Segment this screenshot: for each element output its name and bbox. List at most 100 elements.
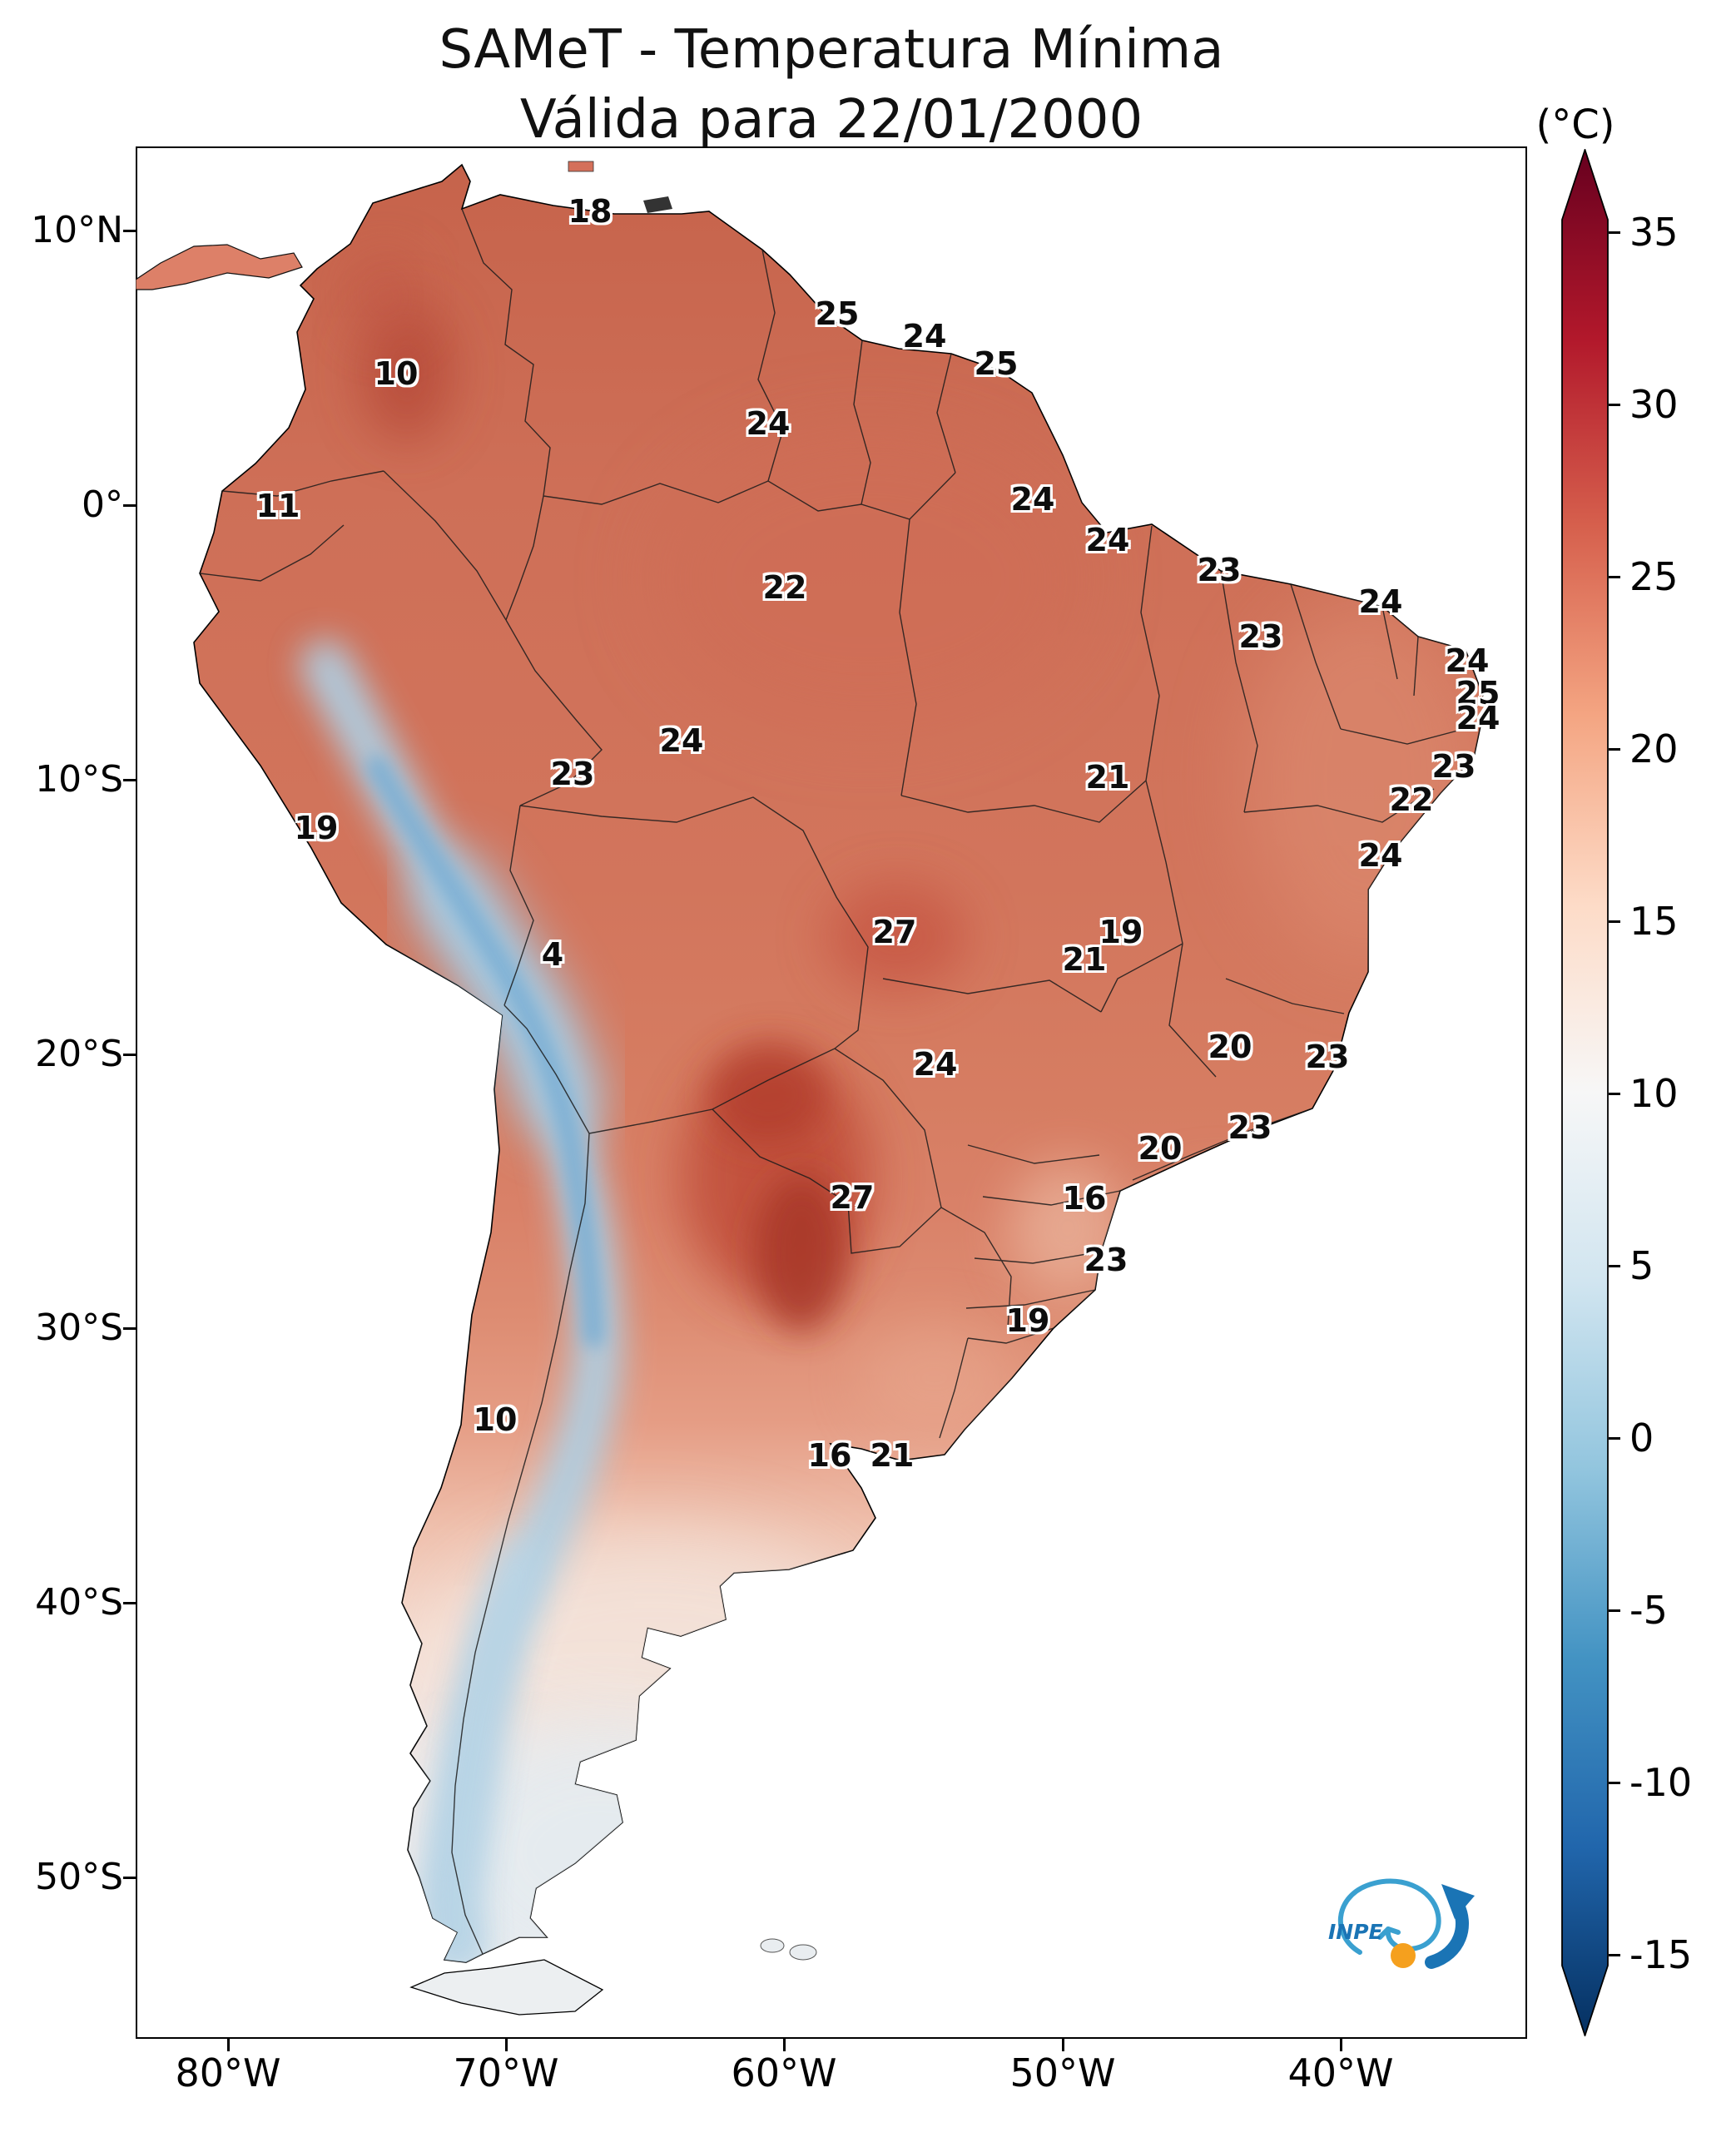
lat-tick-mark: [123, 230, 136, 232]
logo-orange-dot-icon: [1391, 1943, 1416, 1968]
colorbar-tick-mark: [1609, 1093, 1620, 1095]
colorbar-tick-label: -5: [1629, 1588, 1668, 1633]
temperature-label: 25: [815, 295, 860, 332]
colorbar-tick-mark: [1609, 1265, 1620, 1267]
temperature-label: 18: [568, 193, 613, 230]
lat-tick-label: 50°S: [35, 1856, 123, 1898]
lat-tick-mark: [123, 1877, 136, 1879]
temperature-label: 24: [902, 318, 947, 355]
lon-tick-mark: [227, 2039, 230, 2051]
lon-tick-mark: [1340, 2039, 1342, 2051]
colorbar-tick-label: 10: [1629, 1071, 1679, 1116]
panama-coast: [136, 244, 303, 290]
lat-tick-mark: [123, 1054, 136, 1056]
temperature-label: 20: [1208, 1029, 1252, 1065]
temperature-label: 23: [1197, 552, 1242, 588]
lon-tick-mark: [1062, 2039, 1064, 2051]
title-line-2: Válida para 22/01/2000: [519, 89, 1143, 151]
temperature-label: 20: [1138, 1130, 1183, 1167]
lat-tick-mark: [123, 779, 136, 781]
colorbar-tick-mark: [1609, 1782, 1620, 1784]
colorbar-tick-mark: [1609, 404, 1620, 406]
temperature-label: 21: [1085, 759, 1130, 796]
margarita-island: [568, 161, 594, 172]
colorbar-tick-label: -10: [1629, 1760, 1693, 1805]
temperature-label: 25: [974, 345, 1019, 382]
lat-tick-label: 20°S: [35, 1033, 123, 1075]
lon-tick-mark: [783, 2039, 786, 2051]
temperature-label: 16: [807, 1437, 852, 1474]
temperature-label: 4: [541, 936, 564, 973]
temperature-label: 24: [1456, 700, 1500, 736]
lon-tick-label: 70°W: [453, 2050, 559, 2095]
figure-title: SAMeT - Temperatura Mínima Válida para 2…: [136, 15, 1527, 156]
falkland-island-east: [789, 1944, 817, 1961]
temperature-label: 24: [1358, 837, 1403, 874]
andes-cold-band: [300, 640, 623, 1962]
lon-tick-mark: [505, 2039, 508, 2051]
colorbar-tick-label: 35: [1629, 210, 1679, 255]
colorbar-tick-label: 25: [1629, 554, 1679, 599]
tierra-del-fuego: [409, 1959, 604, 2016]
colorbar-tick-mark: [1609, 1609, 1620, 1612]
colorbar-tick-mark: [1609, 1437, 1620, 1440]
lat-tick-label: 10°S: [35, 758, 123, 801]
colorbar-tick-mark: [1609, 748, 1620, 751]
lat-tick-label: 0°: [82, 483, 123, 526]
temperature-label: 24: [659, 722, 704, 759]
colorbar-tick-label: -15: [1629, 1932, 1693, 1977]
logo-text: INPE: [1328, 1920, 1383, 1944]
inpe-logo: INPE: [1328, 1878, 1475, 1969]
colorbar-unit-label: (°C): [1535, 102, 1615, 148]
temperature-label: 24: [1445, 642, 1490, 679]
colorbar-tick-mark: [1609, 1954, 1620, 1956]
temperature-label: 23: [1238, 618, 1283, 655]
temperature-label: 27: [830, 1179, 875, 1216]
temperature-label: 25: [1456, 675, 1500, 712]
lat-tick-label: 40°S: [35, 1581, 123, 1624]
falkland-island-west: [760, 1938, 785, 1953]
colorbar-tick-label: 15: [1629, 899, 1679, 944]
temperature-label: 23: [1305, 1039, 1350, 1075]
south-america-map: [136, 161, 1486, 2016]
lon-tick-label: 60°W: [731, 2050, 837, 2095]
lon-tick-label: 50°W: [1009, 2050, 1116, 2095]
lon-tick-label: 80°W: [175, 2050, 281, 2095]
colorbar-tick-label: 30: [1629, 382, 1679, 427]
lat-tick-mark: [123, 1602, 136, 1604]
temperature-label: 22: [1389, 781, 1434, 818]
colorbar-gradient: [1561, 149, 1609, 2036]
colorbar-tick-mark: [1609, 920, 1620, 923]
temperature-label: 22: [762, 569, 807, 606]
temperature-label: 24: [913, 1046, 958, 1083]
temperature-label: 23: [550, 756, 595, 792]
temperature-label: 23: [1228, 1109, 1272, 1146]
lat-tick-label: 30°S: [35, 1307, 123, 1349]
temperature-label: 27: [872, 914, 917, 950]
lat-tick-mark: [123, 504, 136, 507]
temperature-label: 19: [1005, 1302, 1050, 1339]
temperature-label: 19: [294, 810, 339, 846]
temperature-label: 24: [1010, 481, 1055, 518]
temperature-label: 19: [1099, 914, 1143, 950]
political-borders: [199, 208, 1465, 1955]
trinidad-island: [643, 196, 672, 213]
title-line-1: SAMeT - Temperatura Mínima: [439, 19, 1224, 81]
temperature-label: 21: [1062, 941, 1107, 978]
temperature-label: 11: [255, 488, 300, 524]
lat-tick-mark: [123, 1327, 136, 1330]
temperature-label: 24: [746, 405, 791, 442]
colorbar-tick-mark: [1609, 576, 1620, 578]
temperature-label: 21: [870, 1437, 915, 1474]
temperature-label: 23: [1084, 1242, 1128, 1278]
temperature-label: 16: [1062, 1180, 1107, 1217]
colorbar-tick-label: 20: [1629, 726, 1679, 771]
temperature-label: 24: [1085, 522, 1130, 558]
colorbar-tick-label: 5: [1629, 1243, 1654, 1288]
temperature-label: 23: [1431, 748, 1476, 785]
lat-tick-label: 10°N: [31, 209, 123, 251]
colorbar: [1561, 149, 1609, 2036]
colorbar-tick-label: 0: [1629, 1416, 1654, 1460]
temperature-label: 10: [374, 355, 419, 392]
